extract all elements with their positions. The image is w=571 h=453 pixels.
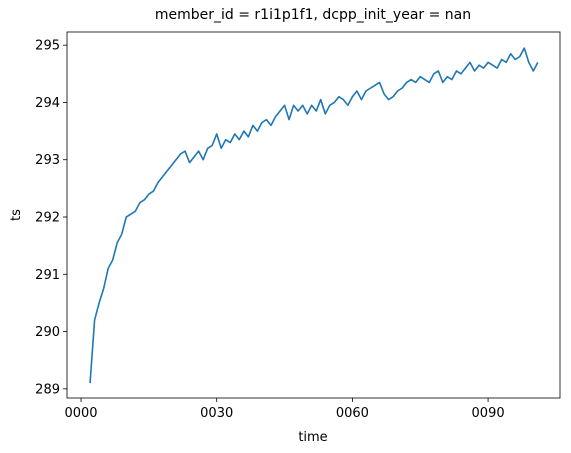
x-axis-label: time: [298, 430, 327, 445]
x-tick-label: 0030: [200, 406, 233, 421]
x-tick-label: 0000: [64, 406, 97, 421]
plot-frame: [66, 31, 561, 399]
data-line: [89, 47, 539, 384]
y-tick-label: 294: [35, 96, 60, 111]
chart-title: member_id = r1i1p1f1, dcpp_init_year = n…: [155, 7, 471, 23]
y-tick-label: 293: [35, 153, 60, 168]
y-tick-label: 289: [35, 382, 60, 397]
x-tick-label: 0090: [472, 406, 505, 421]
y-tick-label: 290: [35, 325, 60, 340]
y-axis-label: ts: [9, 209, 24, 221]
y-tick-label: 295: [35, 39, 60, 54]
x-tick-label: 0060: [336, 406, 369, 421]
y-tick-label: 292: [35, 211, 60, 226]
y-tick-label: 291: [35, 268, 60, 283]
